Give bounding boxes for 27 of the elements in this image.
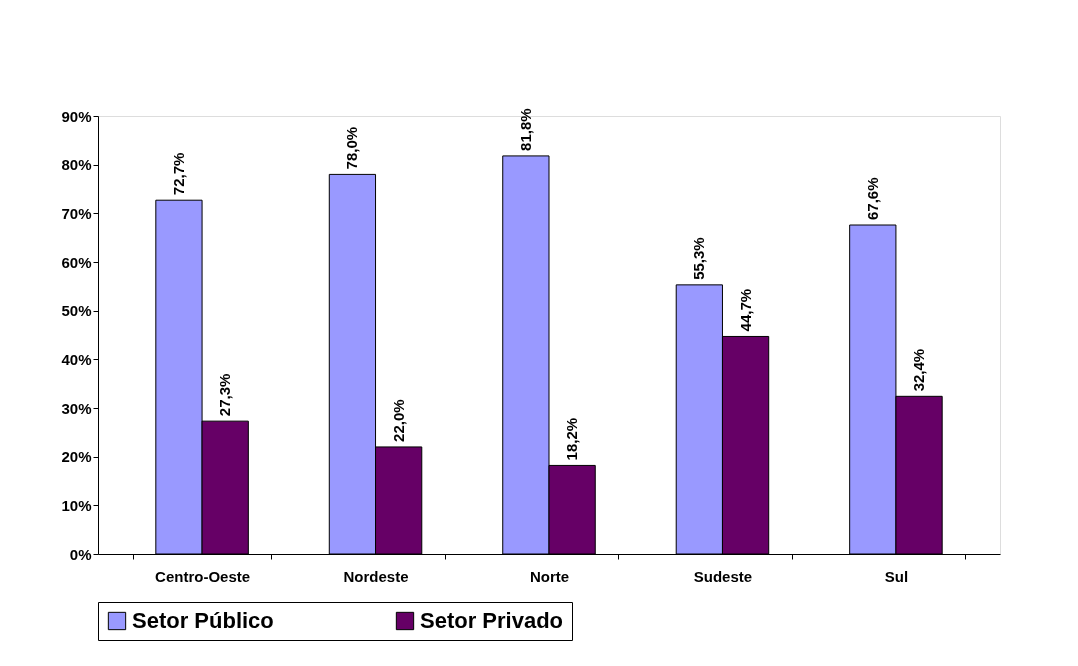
- data-label: 22,0%: [389, 399, 407, 442]
- x-tick-label: Sul: [884, 567, 909, 585]
- y-tick-label: 30%: [61, 399, 92, 417]
- data-label: 81,8%: [516, 108, 534, 151]
- data-label: 78,0%: [343, 126, 361, 170]
- y-tick-label: 10%: [61, 496, 92, 514]
- data-label: 27,3%: [216, 373, 234, 417]
- data-label: 72,7%: [169, 152, 187, 196]
- y-tick-label: 80%: [61, 156, 92, 174]
- legend-label: Setor Público: [132, 608, 274, 633]
- legend-label: Setor Privado: [420, 608, 564, 633]
- y-tick-label: 90%: [61, 107, 92, 125]
- x-tick-label: Norte: [529, 567, 570, 585]
- data-label: 18,2%: [563, 417, 581, 461]
- y-tick-label: 0%: [69, 545, 92, 563]
- data-label: 55,3%: [690, 237, 708, 280]
- x-tick-label: Nordeste: [343, 567, 409, 585]
- y-tick-label: 40%: [61, 350, 92, 368]
- x-tick-label: Sudeste: [693, 567, 753, 585]
- y-tick-label: 70%: [61, 204, 92, 222]
- y-tick-label: 60%: [61, 253, 92, 271]
- x-tick-label: Centro-Oeste: [155, 567, 251, 585]
- data-label: 32,4%: [910, 348, 928, 392]
- data-label: 67,6%: [863, 177, 881, 221]
- y-tick-label: 20%: [61, 448, 92, 466]
- y-tick-label: 50%: [61, 302, 92, 320]
- data-label: 44,7%: [736, 288, 754, 332]
